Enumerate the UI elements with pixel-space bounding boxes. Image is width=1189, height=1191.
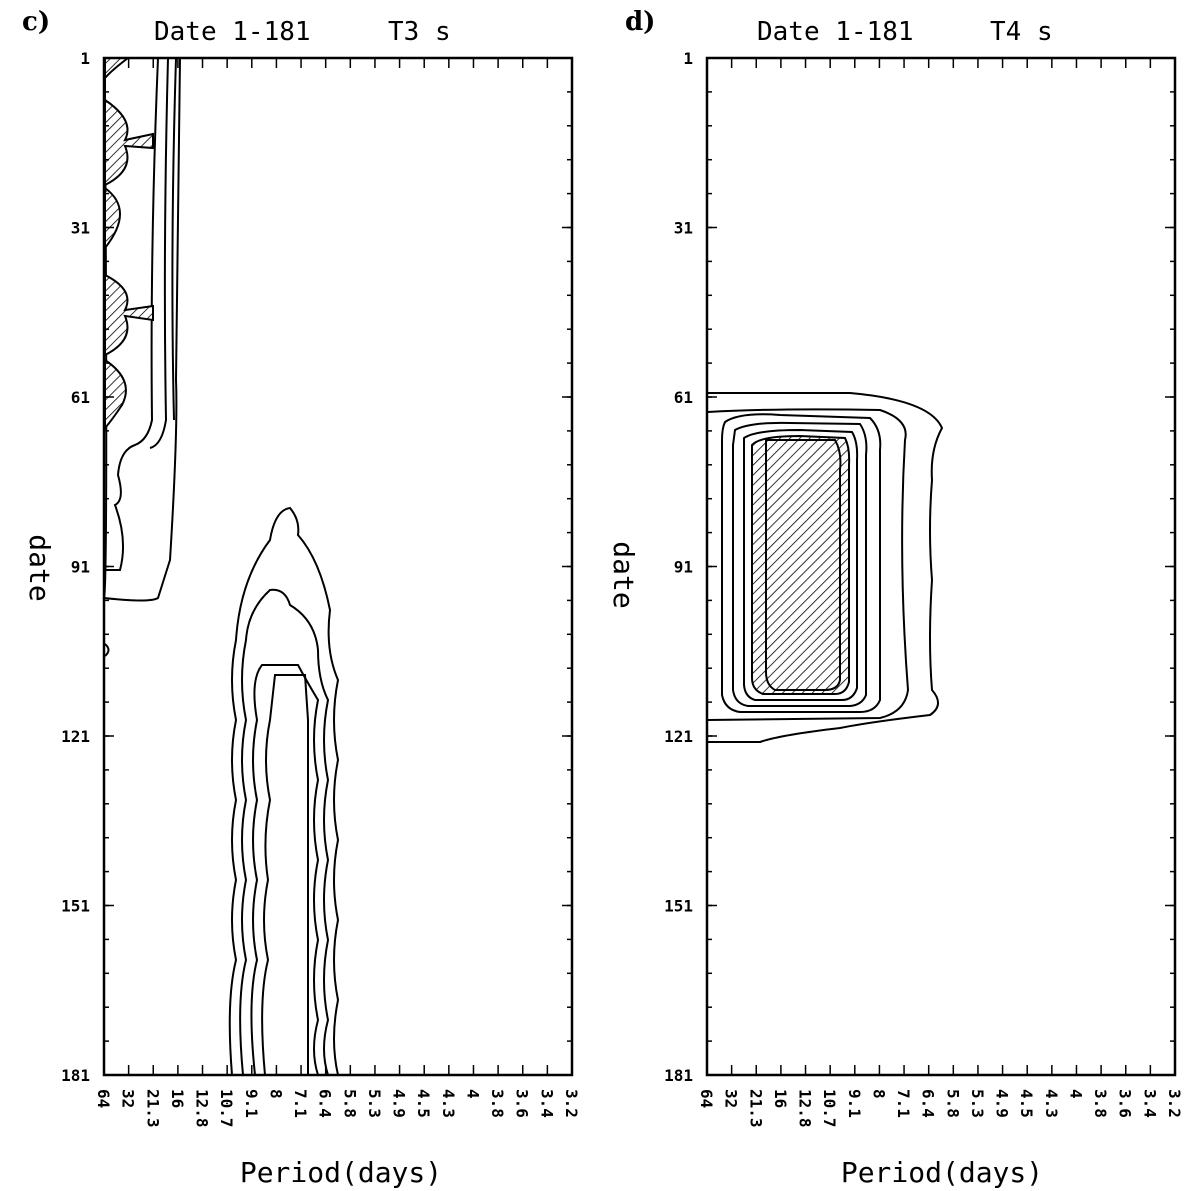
x-tick-label: 4.3 bbox=[1042, 1089, 1061, 1118]
x-tick-label: 3.6 bbox=[1116, 1089, 1135, 1118]
x-tick-label: 4.9 bbox=[993, 1089, 1012, 1118]
x-tick-label: 64 bbox=[94, 1089, 113, 1108]
x-tick-label: 3.6 bbox=[513, 1089, 532, 1118]
x-tick-label: 21.3 bbox=[746, 1089, 765, 1128]
panel-c-xlabel: Period(days) bbox=[240, 1156, 442, 1189]
x-tick-label: 4 bbox=[1066, 1089, 1085, 1099]
panel-d-title-left: Date 1-181 bbox=[757, 17, 914, 47]
panel-c-title-right: T3 s bbox=[388, 17, 451, 47]
x-tick-label: 5.8 bbox=[340, 1089, 359, 1118]
panel-c-hatched-5 bbox=[104, 358, 127, 431]
x-tick-label: 9.1 bbox=[242, 1089, 261, 1118]
x-tick-label: 3.4 bbox=[1140, 1089, 1159, 1118]
panel-label-d: d) bbox=[625, 7, 655, 37]
panel-c-y-ticks: 1 31 61 91 121 151 181 bbox=[61, 49, 572, 1085]
y-tick-label: 121 bbox=[61, 727, 90, 746]
x-tick-label: 8 bbox=[266, 1089, 285, 1099]
panel-c-x-ticks: 64 32 21.3 16 12.8 10.7 9.1 8 7.1 6.4 5.8 5.3 4.9 4.5… bbox=[94, 58, 581, 1128]
x-tick-label: 5.3 bbox=[365, 1089, 384, 1118]
x-tick-label: 5.3 bbox=[968, 1089, 987, 1118]
y-tick-label: 1 bbox=[80, 49, 90, 68]
panel-c-contour-right-4 bbox=[261, 674, 309, 1076]
x-tick-label: 32 bbox=[722, 1089, 741, 1108]
x-tick-label: 4.3 bbox=[439, 1089, 458, 1118]
y-tick-label: 151 bbox=[61, 897, 90, 916]
y-tick-label: 121 bbox=[664, 727, 693, 746]
panel-d-contour-4 bbox=[732, 421, 868, 707]
y-tick-label: 151 bbox=[664, 897, 693, 916]
panel-d-contour-3 bbox=[721, 413, 882, 713]
x-tick-label: 12.8 bbox=[796, 1089, 815, 1128]
panel-c-title-left: Date 1-181 bbox=[154, 17, 311, 47]
y-tick-label: 91 bbox=[71, 558, 90, 577]
panel-d-contour-5 bbox=[743, 428, 859, 701]
panel-d-contour-1 bbox=[708, 392, 944, 743]
y-tick-label: 1 bbox=[683, 49, 693, 68]
x-tick-label: 7.1 bbox=[894, 1089, 913, 1118]
panel-c-contour-small bbox=[104, 643, 110, 657]
panel-label-c: c) bbox=[22, 7, 50, 37]
x-tick-label: 5.8 bbox=[943, 1089, 962, 1118]
x-tick-label: 64 bbox=[697, 1089, 716, 1108]
x-tick-label: 6.4 bbox=[919, 1089, 938, 1118]
y-tick-label: 181 bbox=[664, 1066, 693, 1085]
x-tick-label: 4.9 bbox=[390, 1089, 409, 1118]
x-tick-label: 4.5 bbox=[1017, 1089, 1036, 1118]
panel-d-x-ticks: 64 32 21.3 16 12.8 10.7 9.1 8 7.1 6.4 5.8 5.3 4.9 4.5… bbox=[697, 58, 1184, 1128]
panel-d-contour-2 bbox=[707, 408, 910, 721]
panel-c-hatched-2 bbox=[104, 98, 154, 187]
x-tick-label: 21.3 bbox=[143, 1089, 162, 1128]
y-tick-label: 31 bbox=[71, 219, 90, 238]
x-tick-label: 7.1 bbox=[291, 1089, 310, 1118]
x-tick-label: 10.7 bbox=[217, 1089, 236, 1128]
x-tick-label: 32 bbox=[119, 1089, 138, 1108]
panel-c: c) Date 1-181 T3 s date Period(days) 1 31… bbox=[22, 7, 581, 1189]
x-tick-label: 4.5 bbox=[414, 1089, 433, 1118]
panel-d-ylabel: date bbox=[607, 541, 640, 608]
panel-c-contour-right-2 bbox=[239, 588, 330, 1076]
panel-c-hatched-4 bbox=[104, 273, 154, 357]
panel-d-hatched-region bbox=[751, 434, 851, 695]
panel-d-contour-inner bbox=[765, 439, 842, 691]
x-tick-label: 3.2 bbox=[1165, 1089, 1184, 1118]
panel-c-hatched-3 bbox=[104, 186, 121, 251]
x-tick-label: 3.2 bbox=[562, 1089, 581, 1118]
y-tick-label: 31 bbox=[674, 219, 693, 238]
y-tick-label: 61 bbox=[71, 388, 90, 407]
panel-c-contour-left-3 bbox=[149, 57, 169, 449]
y-tick-label: 181 bbox=[61, 1066, 90, 1085]
panel-d-xlabel: Period(days) bbox=[841, 1156, 1043, 1189]
x-tick-label: 12.8 bbox=[193, 1089, 212, 1128]
x-tick-label: 6.4 bbox=[316, 1089, 335, 1118]
x-tick-label: 10.7 bbox=[820, 1089, 839, 1128]
x-tick-label: 9.1 bbox=[845, 1089, 864, 1118]
panel-d-y-ticks: 1 31 61 91 121 151 181 bbox=[664, 49, 1175, 1085]
panel-c-hatched-1 bbox=[104, 57, 131, 81]
x-tick-label: 16 bbox=[168, 1089, 187, 1108]
panel-c-ylabel: date bbox=[23, 534, 56, 601]
x-tick-label: 3.8 bbox=[1091, 1089, 1110, 1118]
y-tick-label: 91 bbox=[674, 558, 693, 577]
panel-d-title-right: T4 s bbox=[990, 17, 1053, 47]
x-tick-label: 3.8 bbox=[488, 1089, 507, 1118]
x-tick-label: 16 bbox=[771, 1089, 790, 1108]
panel-c-contour-left-4 bbox=[171, 57, 177, 421]
x-tick-label: 8 bbox=[869, 1089, 888, 1099]
panel-d: d) Date 1-181 T4 s date Period(days) 1 31… bbox=[607, 7, 1184, 1189]
y-tick-label: 61 bbox=[674, 388, 693, 407]
panel-c-contour-right-outer bbox=[228, 506, 340, 1076]
x-tick-label: 4 bbox=[463, 1089, 482, 1099]
x-tick-label: 3.4 bbox=[537, 1089, 556, 1118]
panel-c-contour-left-2 bbox=[105, 57, 159, 571]
